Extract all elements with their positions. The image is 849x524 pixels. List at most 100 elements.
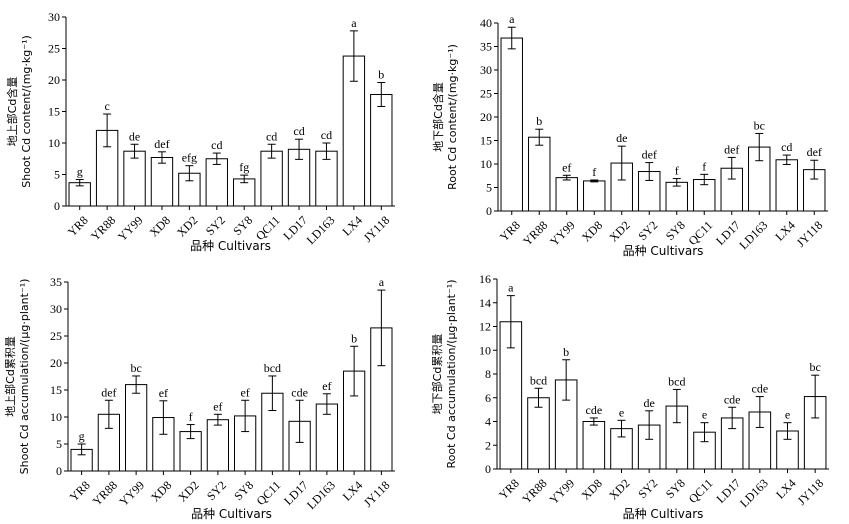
y-tick-label: 30 <box>50 302 62 316</box>
y-axis-title-line2: Root Cd accumulation/(μg·plant⁻¹) <box>445 280 458 469</box>
x-tick-label: LD163 <box>304 478 338 512</box>
significance-label: c <box>104 99 109 113</box>
x-tick-label: YR88 <box>90 478 120 508</box>
x-tick-label: SY8 <box>663 476 688 501</box>
significance-label: g <box>79 429 85 443</box>
x-tick-label: XD2 <box>606 476 632 502</box>
x-tick-label: SY2 <box>635 476 660 501</box>
significance-label: def <box>724 142 739 156</box>
y-tick-label: 14 <box>479 296 491 310</box>
y-tick-label: 0 <box>486 204 492 218</box>
chart-panel-2: 0 5 10 15 20 25 30 35 40 a YR8 b YR88 ef YY99 f XD8 de XD2… <box>431 12 828 258</box>
bar-YR8 <box>500 37 523 212</box>
y-tick-label: 35 <box>50 275 62 289</box>
significance-label: e <box>619 405 624 419</box>
significance-label: ef <box>159 386 168 400</box>
y-tick-label: 30 <box>48 10 60 24</box>
bar-JY118 <box>370 93 393 207</box>
y-tick-label: 0 <box>56 464 62 478</box>
significance-label: b <box>536 114 542 128</box>
y-tick-label: 5 <box>486 181 492 195</box>
x-axis-title: 品种 Cultivars <box>191 507 272 521</box>
x-tick-label: QC11 <box>254 478 284 508</box>
significance-label: f <box>675 164 679 178</box>
significance-label: a <box>508 281 514 295</box>
bar-XD8 <box>150 156 174 207</box>
y-tick-label: 0 <box>54 199 60 213</box>
y-tick-label: 5 <box>54 168 60 182</box>
x-tick-label: YY99 <box>547 218 578 249</box>
y-tick-label: 2 <box>485 438 491 452</box>
significance-label: f <box>702 159 706 173</box>
y-axis-title-line2: Shoot Cd content/(mg·kg⁻¹) <box>20 35 33 188</box>
chart-panel-1: 0 5 10 15 20 25 30 g YR8 c YR88 de YY99 def XD8 efg XD2 c… <box>5 10 395 253</box>
x-tick-label: YR8 <box>496 476 522 502</box>
significance-label: bcd <box>530 373 547 387</box>
x-tick-label: SY2 <box>204 478 229 503</box>
bar-YY99 <box>555 177 578 212</box>
bar-YR88 <box>528 136 551 212</box>
significance-label: b <box>378 68 384 82</box>
y-tick-label: 20 <box>48 73 60 87</box>
significance-label: ef <box>322 379 331 393</box>
x-tick-label: YR8 <box>67 478 93 504</box>
y-tick-label: 20 <box>50 356 62 370</box>
x-tick-label: SY2 <box>635 218 660 243</box>
significance-label: cde <box>586 403 603 417</box>
y-tick-label: 25 <box>480 87 492 101</box>
significance-label: f <box>592 165 596 179</box>
x-tick-label: XD8 <box>148 478 174 504</box>
x-tick-label: YR8 <box>65 213 91 239</box>
x-tick-label: QC11 <box>686 476 716 506</box>
y-tick-label: 6 <box>485 391 491 405</box>
significance-label: a <box>351 16 357 30</box>
y-tick-label: 8 <box>485 367 491 381</box>
y-axis-title-line1: 地下部Cd累积量 <box>430 334 444 415</box>
significance-label: cd <box>266 129 277 143</box>
significance-label: bcd <box>668 374 685 388</box>
bar-YR88 <box>527 397 550 470</box>
bar-LX4 <box>775 159 798 212</box>
y-tick-label: 0 <box>485 462 491 476</box>
x-tick-label: SY8 <box>230 213 255 238</box>
x-tick-label: YR88 <box>88 213 118 243</box>
significance-label: cde <box>752 382 769 396</box>
significance-label: ef <box>240 385 249 399</box>
x-tick-label: YY99 <box>547 476 578 507</box>
x-tick-label: JY118 <box>794 218 826 250</box>
x-tick-label: LD163 <box>304 213 338 247</box>
y-tick-label: 10 <box>479 343 491 357</box>
bar-YY99 <box>124 384 148 472</box>
significance-label: ef <box>562 160 571 174</box>
x-tick-label: YR88 <box>519 476 549 506</box>
x-tick-label: XD2 <box>606 218 632 244</box>
significance-label: g <box>77 165 83 179</box>
significance-label: bcd <box>264 361 281 375</box>
bar-QC11 <box>260 150 283 207</box>
y-tick-label: 15 <box>48 105 60 119</box>
significance-label: de <box>644 396 655 410</box>
y-tick-label: 35 <box>480 40 492 54</box>
bar-SY8 <box>665 181 688 212</box>
significance-label: bc <box>810 360 821 374</box>
x-tick-label: YR88 <box>520 218 550 248</box>
bar-XD8 <box>582 421 606 470</box>
x-tick-label: XD8 <box>578 476 604 502</box>
x-tick-label: XD8 <box>147 213 173 239</box>
y-tick-label: 10 <box>48 136 60 150</box>
x-tick-label: LD163 <box>737 476 771 510</box>
y-axis-title-line2: Shoot Cd accumulation/(μg·plant⁻¹) <box>18 279 31 475</box>
y-tick-label: 10 <box>480 157 492 171</box>
y-tick-label: 25 <box>48 42 60 56</box>
significance-label: e <box>785 408 790 422</box>
y-tick-label: 20 <box>480 110 492 124</box>
x-tick-label: YR8 <box>497 218 523 244</box>
x-tick-label: SY2 <box>203 213 228 238</box>
significance-label: cd <box>211 138 222 152</box>
significance-label: bc <box>130 361 141 375</box>
significance-label: bc <box>754 118 765 132</box>
significance-label: cd <box>781 140 792 154</box>
bar-XD8 <box>583 180 606 212</box>
significance-label: def <box>642 148 657 162</box>
